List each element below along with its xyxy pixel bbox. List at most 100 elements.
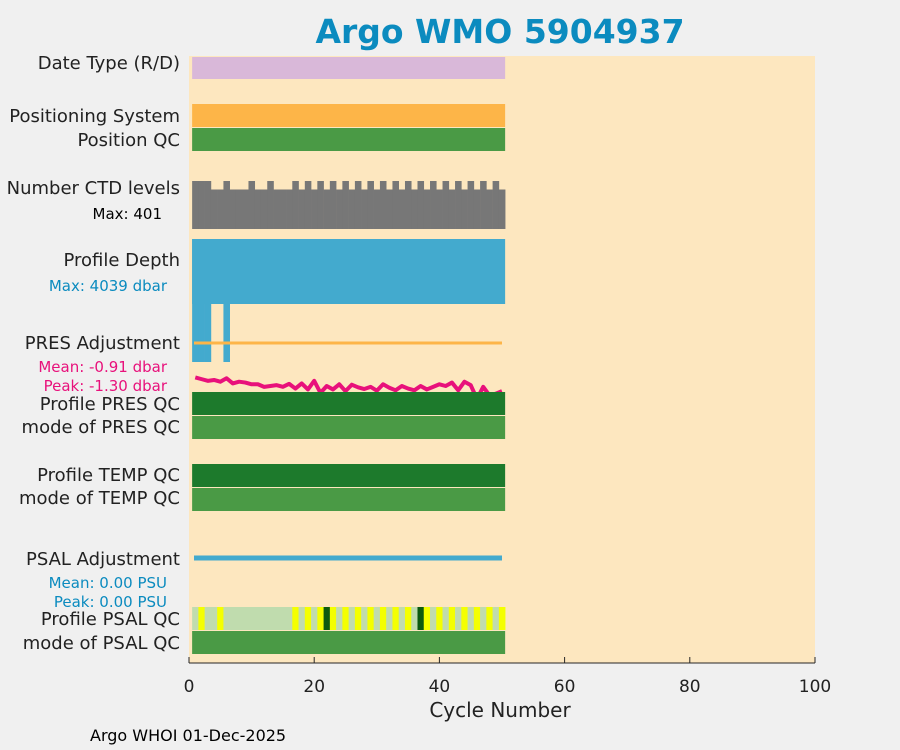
psal-qc-cell — [298, 607, 306, 630]
psal-qc-cell — [379, 607, 387, 630]
psal-qc-cell — [473, 607, 481, 630]
row-bar — [192, 392, 506, 415]
psal-qc-cell — [430, 607, 437, 630]
row-bar — [192, 488, 506, 511]
psal-qc-cell — [242, 607, 249, 630]
psal-qc-cell — [367, 607, 374, 630]
ctd-level-bar — [279, 189, 287, 229]
psal-qc-cell — [217, 607, 224, 630]
row-bar — [192, 464, 506, 487]
row-labels: Date Type (R/D) Positioning System Positio… — [7, 53, 180, 654]
ctd-level-bar — [361, 189, 368, 229]
ctd-level-bar — [386, 189, 393, 229]
ctd-level-bar — [198, 181, 205, 229]
psal-qc-cell — [323, 607, 331, 630]
x-tick-label: 40 — [429, 677, 451, 697]
row-label: Date Type (R/D) — [38, 53, 180, 74]
ctd-level-bar — [336, 189, 343, 229]
x-tick-label: 0 — [184, 677, 195, 697]
psal-qc-cell — [329, 607, 337, 630]
psal-qc-cell — [373, 607, 381, 630]
row-bar — [192, 416, 506, 439]
psal-qc-cell — [404, 607, 412, 630]
x-axis-label: Cycle Number — [429, 698, 571, 722]
psal-qc-cell — [254, 607, 262, 630]
psal-qc-cell — [336, 607, 343, 630]
ctd-level-bar — [329, 181, 337, 229]
ctd-level-bar — [260, 189, 268, 229]
ctd-level-bar — [242, 189, 249, 229]
row-label: Profile PSAL QC — [41, 609, 180, 630]
psal-qc-cell — [286, 607, 293, 630]
psal-qc-cell — [348, 607, 356, 630]
x-axis: 0 20 40 60 80 100 — [184, 657, 831, 697]
ctd-level-bar — [461, 189, 468, 229]
ctd-level-bar — [267, 181, 274, 229]
row-label: PSAL Adjustment — [26, 549, 180, 570]
ctd-level-bar — [298, 189, 306, 229]
ctd-level-bar — [367, 181, 374, 229]
ctd-level-bar — [348, 189, 356, 229]
profile-depth-band — [192, 239, 506, 304]
row-label: Profile PRES QC — [40, 394, 180, 415]
ctd-level-bar — [286, 189, 293, 229]
ctd-level-bar — [254, 189, 262, 229]
ctd-level-bar — [442, 181, 450, 229]
ctd-level-bar — [423, 189, 431, 229]
psal-qc-cell — [311, 607, 318, 630]
chart-title: Argo WMO 5904937 — [315, 12, 684, 51]
ctd-level-bar — [473, 189, 481, 229]
psal-qc-cell — [260, 607, 268, 630]
psal-qc-cell — [492, 607, 500, 630]
x-tick-label: 20 — [303, 677, 325, 697]
ctd-level-bar — [248, 181, 256, 229]
row-bar — [192, 104, 506, 127]
psal-qc-cell — [411, 607, 418, 630]
psal-qc-cell — [436, 607, 443, 630]
psal-qc-cell — [304, 607, 312, 630]
row-label: Number CTD levels — [7, 178, 180, 199]
psal-qc-cell — [229, 607, 237, 630]
psal-qc-cell — [398, 607, 406, 630]
ctd-level-bar — [235, 189, 243, 229]
psal-peak-note: Peak: 0.00 PSU — [54, 593, 167, 611]
psal-qc-cell — [423, 607, 431, 630]
row-label: Profile Depth — [63, 250, 180, 271]
plot-background — [189, 56, 815, 663]
ctd-level-bar — [436, 189, 443, 229]
ctd-level-bar — [210, 189, 218, 229]
ctd-level-bar — [398, 189, 406, 229]
ctd-level-bar — [404, 181, 412, 229]
row-bar — [192, 128, 506, 151]
ctd-level-bar — [192, 181, 199, 229]
ctd-level-bar — [317, 181, 324, 229]
psal-qc-cell — [210, 607, 218, 630]
psal-qc-cell — [192, 607, 199, 630]
x-tick-label: 60 — [554, 677, 576, 697]
ctd-level-bar — [417, 181, 425, 229]
ctd-level-bar — [342, 181, 349, 229]
row-bar — [192, 57, 506, 79]
psal-qc-cell — [361, 607, 368, 630]
ctd-level-bar — [492, 181, 500, 229]
psal-qc-cell — [235, 607, 243, 630]
ctd-level-bar — [498, 189, 506, 229]
psal-qc-cell — [267, 607, 274, 630]
ctd-level-bar — [292, 181, 299, 229]
psal-qc-cell — [386, 607, 393, 630]
row-bar — [192, 631, 506, 654]
psal-qc-cell — [498, 607, 506, 630]
depth-max-note: Max: 4039 dbar — [49, 277, 168, 295]
ctd-level-bar — [455, 181, 462, 229]
ctd-level-bar — [217, 189, 224, 229]
ctd-level-bar — [411, 189, 418, 229]
ctd-level-bar — [223, 181, 230, 229]
ctd-level-bar — [354, 181, 362, 229]
psal-qc-cell — [317, 607, 324, 630]
ctd-level-bar — [304, 181, 312, 229]
psal-qc-cell — [442, 607, 450, 630]
row-label: Positioning System — [9, 106, 180, 127]
x-tick-label: 100 — [799, 677, 831, 697]
